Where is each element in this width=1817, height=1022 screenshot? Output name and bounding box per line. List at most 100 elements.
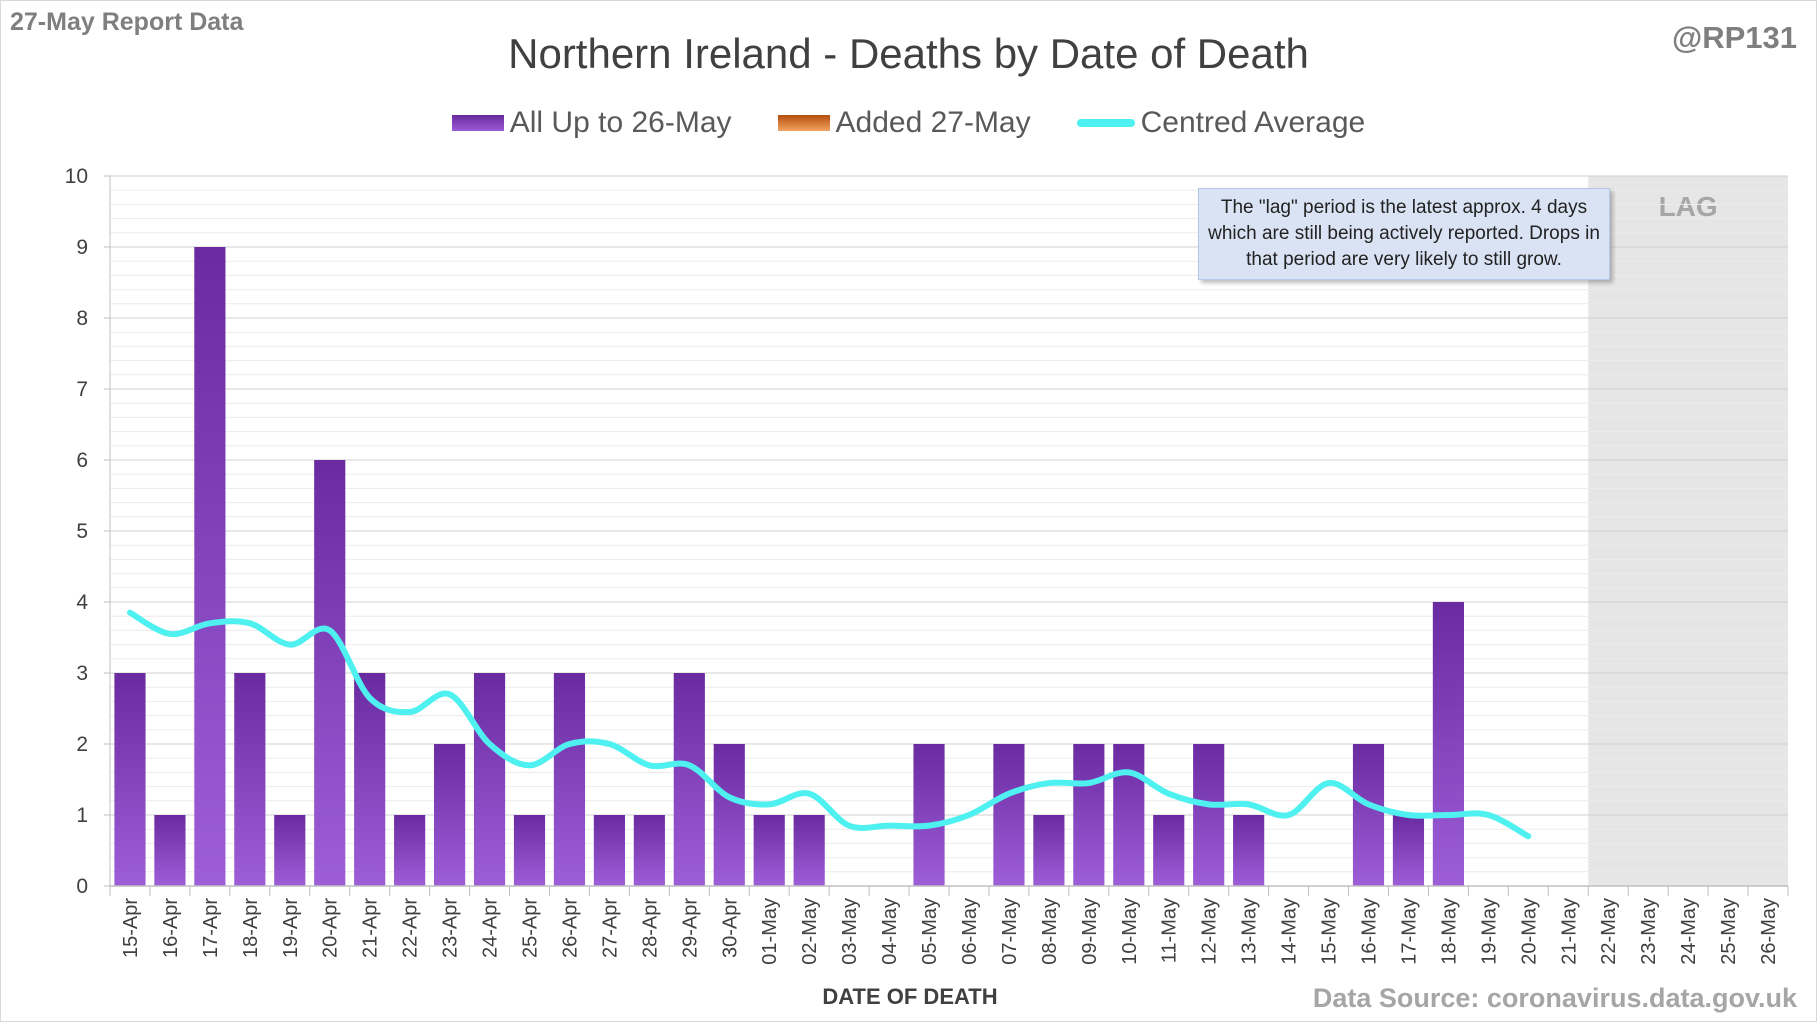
x-tick-label: 08-May [1039,898,1061,965]
bar-28-Apr [633,815,665,886]
bar-22-Apr [394,815,426,886]
bar-02-May [793,815,825,886]
y-tick-label: 8 [76,307,88,330]
x-tick-label: 02-May [799,898,821,965]
x-tick-label: 24-May [1678,898,1700,965]
x-tick-label: 25-May [1718,898,1740,965]
x-tick-label: 22-Apr [400,898,422,958]
x-tick-label: 30-Apr [719,898,741,958]
bar-12-May [1193,744,1225,886]
legend-item-added: Added 27-May [777,106,1031,140]
legend-swatch-average [1076,119,1135,127]
bar-08-May [1033,815,1065,886]
bar-07-May [993,744,1025,886]
x-tick-label: 06-May [959,898,981,965]
bar-10-May [1113,744,1145,886]
x-tick-label: 15-Apr [120,898,142,958]
bar-30-Apr [713,744,745,886]
bar-05-May [913,744,945,886]
x-tick-label: 29-Apr [679,898,701,958]
x-tick-label: 16-Apr [160,898,182,958]
x-tick-label: 14-May [1279,898,1301,965]
x-tick-label: 23-May [1638,898,1660,965]
chart-title: Northern Ireland - Deaths by Date of Dea… [508,30,1309,77]
x-tick-label: 26-May [1758,898,1780,965]
x-tick-label: 26-Apr [559,898,581,958]
x-tick-label: 21-May [1558,898,1580,965]
bar-26-Apr [553,673,586,886]
legend-item-average: Centred Average [1076,106,1366,140]
bar-17-May [1392,815,1425,886]
x-tick-label: 12-May [1199,898,1221,965]
bar-27-Apr [593,815,625,886]
bar-18-Apr [234,673,266,886]
y-tick-label: 2 [76,733,88,756]
bar-16-Apr [154,815,186,886]
x-tick-label: 05-May [919,898,941,965]
y-tick-label: 4 [76,591,88,614]
x-tick-label: 23-Apr [440,898,462,958]
x-tick-label: 27-Apr [599,898,621,958]
x-tick-label: 16-May [1359,898,1381,965]
x-tick-label: 19-Apr [280,898,302,958]
x-tick-label: 11-May [1159,898,1181,963]
bar-24-Apr [473,673,506,886]
x-tick-label: 19-May [1478,898,1500,965]
bar-16-May [1352,744,1385,886]
legend-label-added: Added 27-May [835,106,1031,139]
x-tick-label: 18-May [1438,898,1460,965]
x-tick-label: 25-Apr [520,898,542,958]
bar-09-May [1073,744,1105,886]
y-tick-label: 5 [76,520,88,543]
x-tick-label: 28-Apr [639,898,661,958]
bar-19-Apr [274,815,306,886]
x-tick-label: 18-Apr [240,898,262,958]
y-tick-label: 1 [76,804,88,827]
bar-20-Apr [314,460,346,886]
report-label: 27-May Report Data [10,8,244,36]
x-tick-label: 07-May [999,898,1021,965]
bar-23-Apr [434,744,466,886]
legend-swatch-added [777,115,830,131]
centred-average-line [126,609,1532,840]
bar-29-Apr [673,673,705,886]
y-tick-label: 6 [76,449,88,472]
x-tick-label: 10-May [1119,898,1141,965]
y-tick-label: 7 [76,378,88,401]
y-tick-label: 9 [76,236,88,259]
bar-13-May [1233,815,1265,886]
x-tick-label: 24-Apr [480,898,502,958]
legend-swatch-all [451,115,504,131]
legend-item-all: All Up to 26-May [451,106,732,140]
bar-18-May [1432,602,1464,886]
x-tick-label: 03-May [839,898,861,965]
bar-17-Apr [194,247,226,886]
bar-11-May [1153,815,1185,886]
x-tick-label: 22-May [1598,898,1620,965]
x-tick-label: 01-May [759,898,781,965]
x-tick-label: 20-Apr [320,898,342,958]
y-tick-label: 3 [76,662,88,685]
lag-note: The "lag" period is the latest approx. 4… [1198,188,1610,280]
x-tick-label: 15-May [1319,898,1341,965]
legend-label-all: All Up to 26-May [509,106,732,139]
x-tick-label: 20-May [1518,898,1540,965]
x-tick-label: 17-Apr [200,898,222,958]
y-tick-label: 10 [65,165,88,188]
y-tick-label: 0 [76,875,88,898]
x-tick-label: 09-May [1079,898,1101,965]
x-axis-title: DATE OF DEATH [822,984,998,1009]
bar-01-May [753,815,785,886]
x-tick-label: 13-May [1239,898,1261,965]
bar-25-Apr [513,815,546,886]
lag-label: LAG [1659,191,1718,222]
legend: All Up to 26-May Added 27-May Centred Av… [0,106,1817,140]
legend-label-average: Centred Average [1140,106,1366,139]
x-tick-label: 04-May [879,898,901,965]
x-tick-label: 17-May [1398,898,1420,965]
data-source: Data Source: coronavirus.data.gov.uk [1312,983,1797,1013]
author-handle: @RP131 [1671,20,1797,55]
x-tick-label: 21-Apr [360,898,382,958]
bar-15-Apr [114,673,146,886]
